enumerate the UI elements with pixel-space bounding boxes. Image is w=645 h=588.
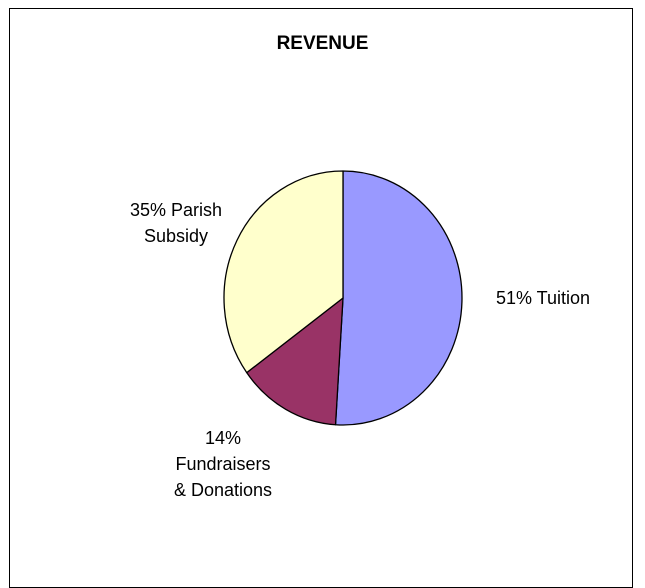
slice-label-tuition: 51% Tuition [496, 288, 590, 308]
slice-label-parish-subsidy: 35% Parish Subsidy [130, 200, 222, 246]
pie-chart: 51% Tuition 14% Fundraisers & Donations 35% … [130, 170, 590, 500]
pie-slice-parish-subsidy [223, 170, 344, 374]
slice-label-fundraisers-donations: 14% Fundraisers & Donations [174, 428, 272, 500]
pie-slice-fundraisers-donations [246, 297, 344, 426]
pie-slice-tuition [334, 170, 463, 426]
chart-title: REVENUE [276, 33, 369, 54]
